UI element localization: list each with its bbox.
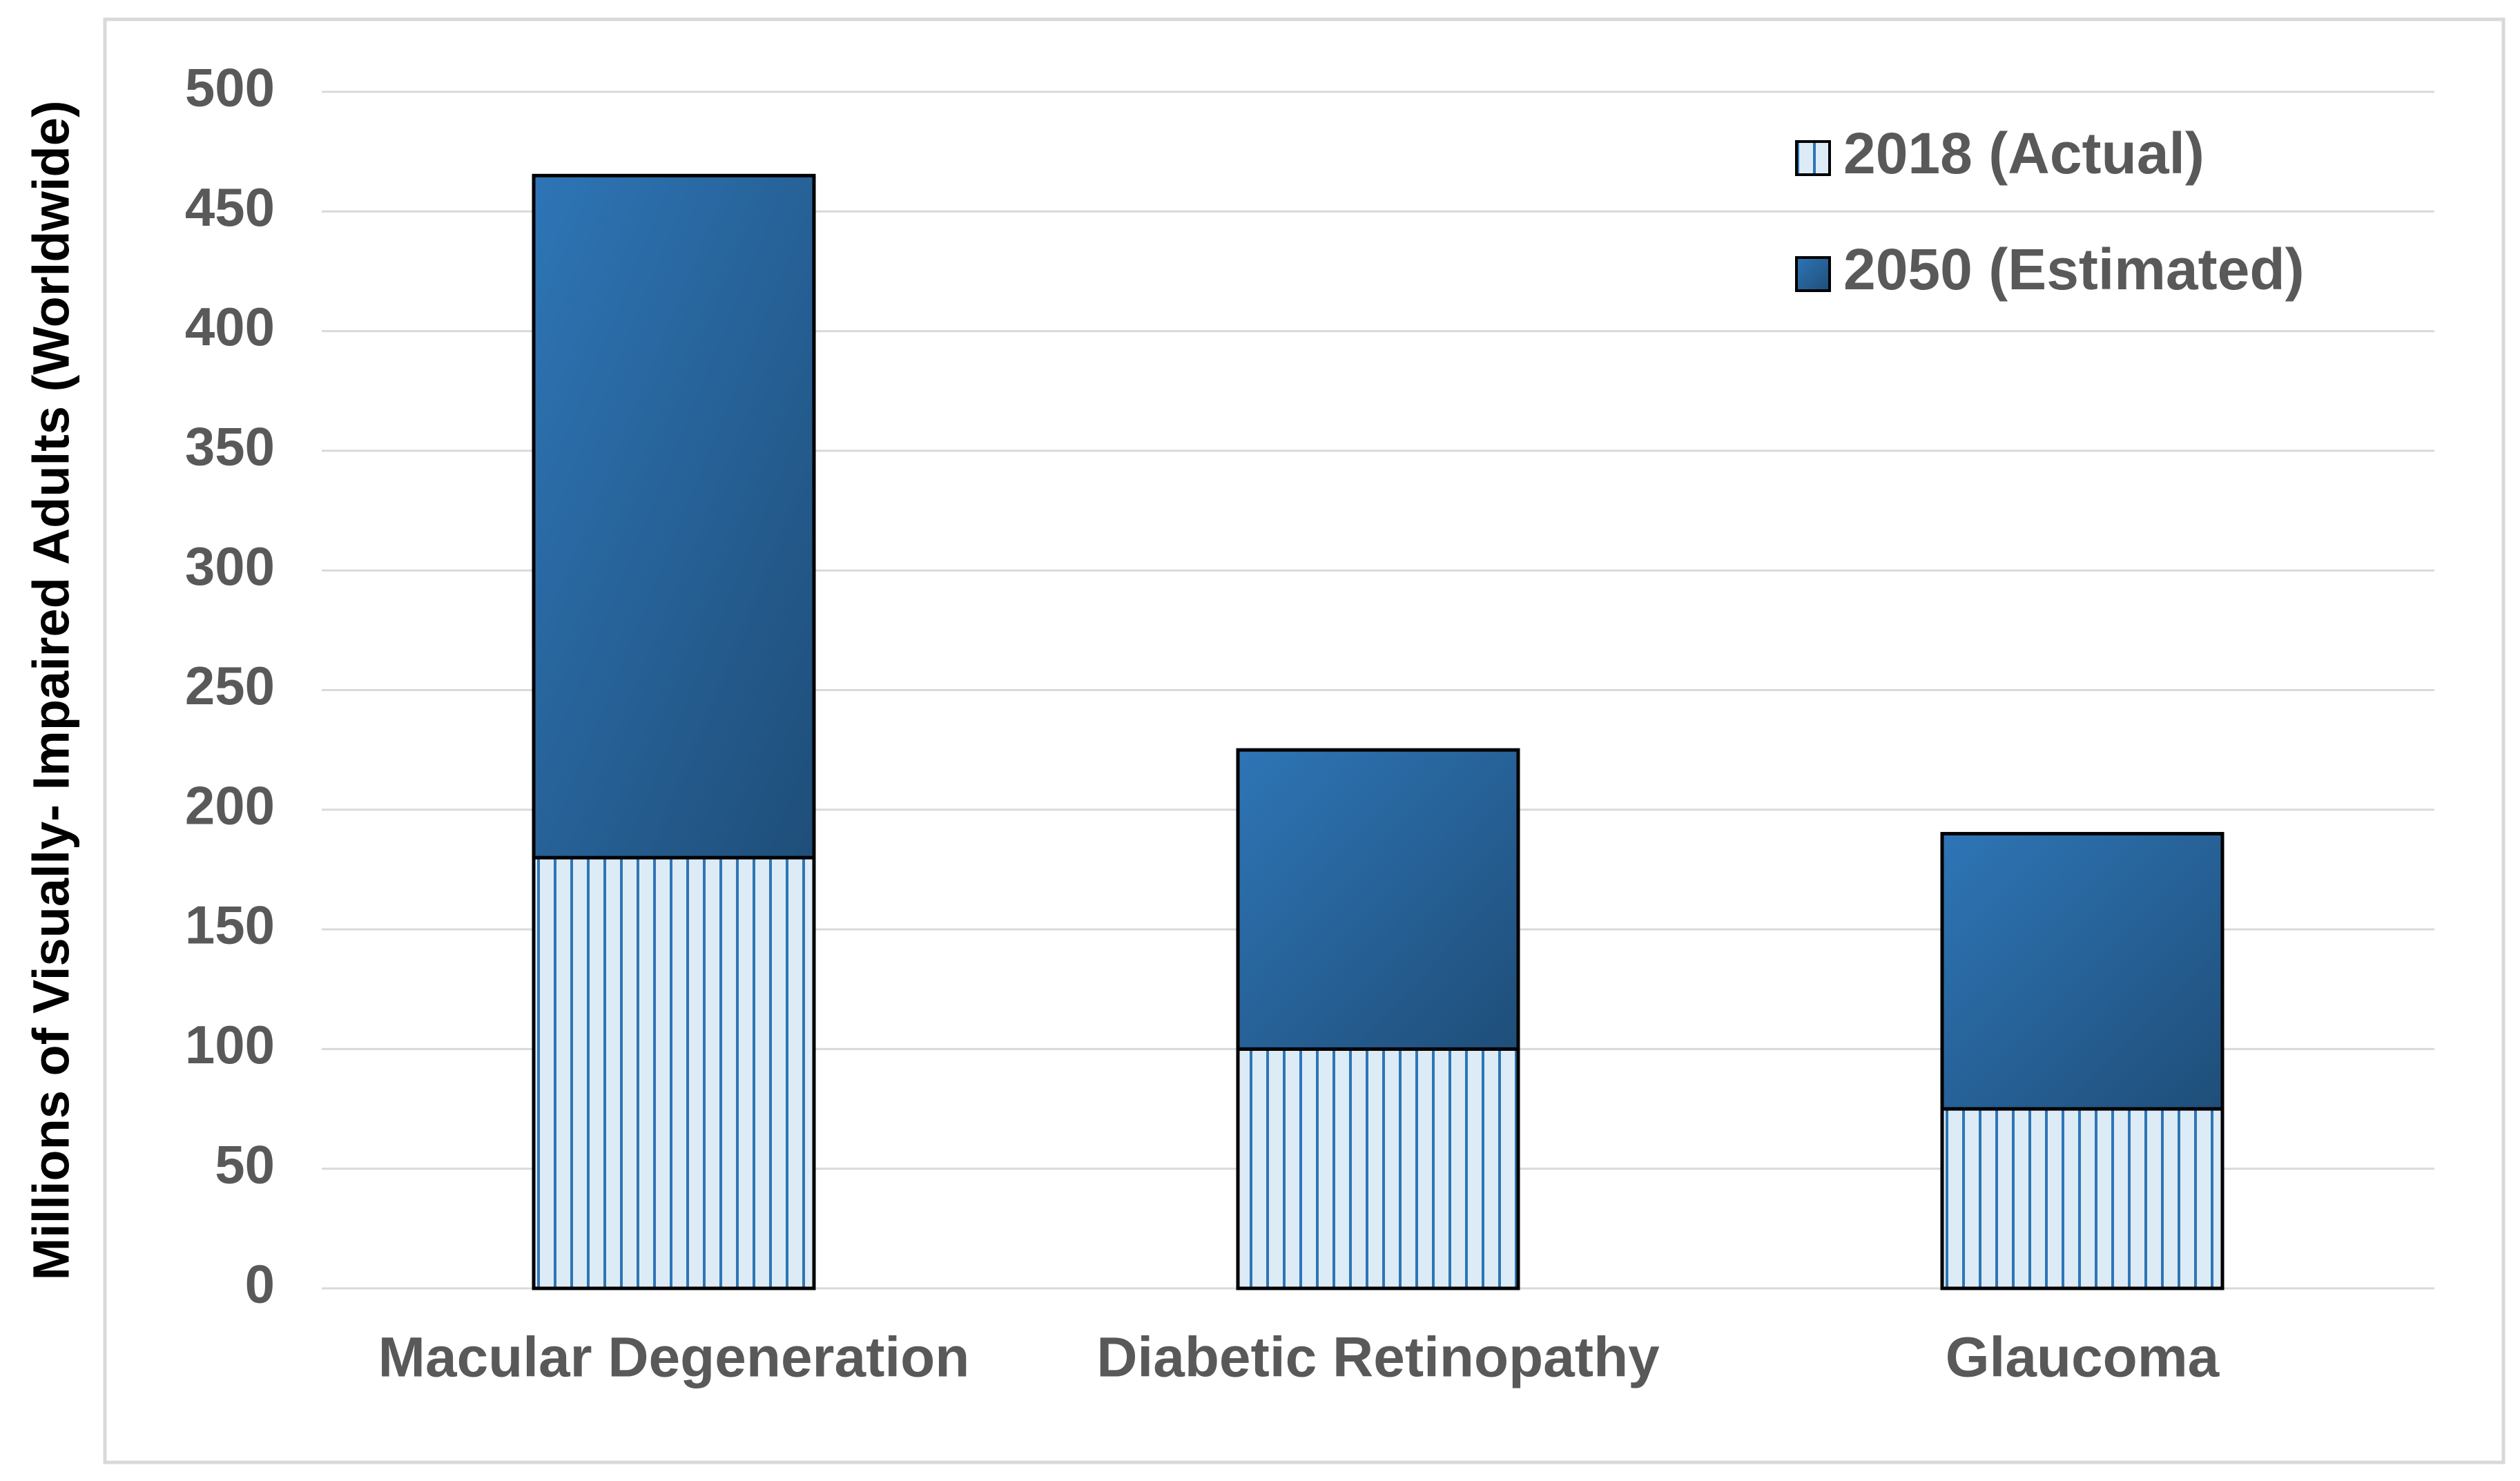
legend-label: 2018 (Actual) xyxy=(1843,121,2204,186)
y-tick-label: 250 xyxy=(185,655,275,716)
x-tick-label: Diabetic Retinopathy xyxy=(1096,1326,1660,1389)
legend-swatch xyxy=(1795,140,1831,176)
bar-segment xyxy=(532,173,816,860)
bar-segment xyxy=(532,855,816,1290)
bar-segment xyxy=(1236,1047,1520,1290)
y-tick-label: 350 xyxy=(185,416,275,477)
y-tick-label: 50 xyxy=(215,1134,275,1194)
bar-segment xyxy=(1940,1107,2225,1290)
y-tick-label: 0 xyxy=(245,1254,275,1315)
legend-swatch xyxy=(1795,256,1831,292)
y-axis-label: Millions of Visually- Impaired Adults (W… xyxy=(23,100,80,1280)
bar-segment xyxy=(1236,748,1520,1051)
y-tick-label: 400 xyxy=(185,296,275,357)
y-tick-label: 300 xyxy=(185,536,275,597)
y-tick-label: 500 xyxy=(185,57,275,118)
x-tick-label: Glaucoma xyxy=(1946,1326,2220,1389)
y-tick-label: 150 xyxy=(185,895,275,956)
bar-segment xyxy=(1940,831,2225,1111)
y-tick-label: 200 xyxy=(185,775,275,835)
x-tick-label: Macular Degeneration xyxy=(378,1326,970,1389)
legend-label: 2050 (Estimated) xyxy=(1843,237,2305,302)
y-tick-label: 450 xyxy=(185,177,275,238)
y-tick-label: 100 xyxy=(185,1014,275,1075)
